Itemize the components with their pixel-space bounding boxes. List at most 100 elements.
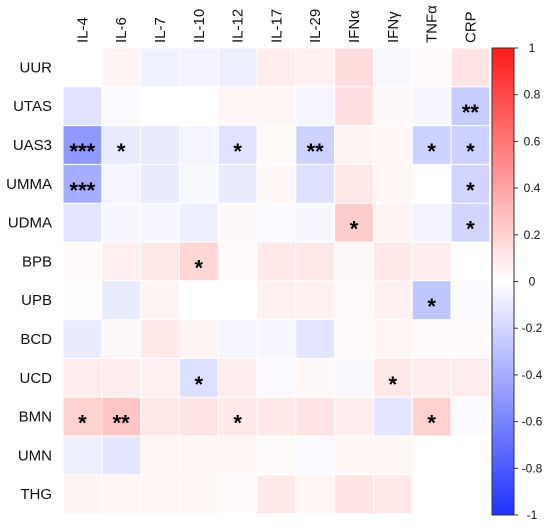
row-label: UDMA xyxy=(8,215,52,232)
significance-star: * xyxy=(195,372,204,397)
heatmap-cell-bmn-3 xyxy=(179,397,219,437)
heatmap-cell-uas3-5 xyxy=(257,125,297,165)
heatmap-cell-utas-7 xyxy=(334,86,374,126)
heatmap-cell-umma-6 xyxy=(295,164,335,204)
heatmap-cell-bcd-10 xyxy=(451,319,491,359)
heatmap-cell-utas-4 xyxy=(218,86,258,126)
heatmap-cell-uur-3 xyxy=(179,48,219,88)
heatmap-cell-utas-5 xyxy=(257,86,297,126)
heatmap-cell-thg-3 xyxy=(179,474,219,514)
heatmap-cell-uas3-10 xyxy=(451,125,491,165)
heatmap-cell-bcd-4 xyxy=(218,319,258,359)
row-labels: UUR UTAS UAS3 UMMA UDMA BPB UPB BCD UCD BMN UMN THG xyxy=(6,59,52,503)
heatmap-cell-upb-2 xyxy=(140,280,180,320)
significance-star: * xyxy=(466,178,475,203)
heatmap-cell-bpb-6 xyxy=(295,242,335,282)
row-label: UUR xyxy=(20,59,53,76)
heatmap-cell-upb-8 xyxy=(373,280,413,320)
heatmap-cell-utas-10 xyxy=(451,86,491,126)
heatmap-cell-umma-8 xyxy=(373,164,413,204)
heatmap-cell-bcd-3 xyxy=(179,319,219,359)
heatmap-cell-thg-1 xyxy=(101,474,141,514)
heatmap-cell-uur-4 xyxy=(218,48,258,88)
heatmap-cell-uur-2 xyxy=(140,48,180,88)
significance-star: *** xyxy=(70,178,96,203)
row-label: UMMA xyxy=(6,176,52,193)
heatmap-cell-umma-5 xyxy=(257,164,297,204)
significance-star: * xyxy=(427,411,436,436)
column-label: IL-10 xyxy=(191,9,208,43)
column-label: IFNα xyxy=(346,10,363,43)
colorbar-tick-label: 0.2 xyxy=(524,228,541,242)
heatmap-cell-bpb-5 xyxy=(257,242,297,282)
heatmap-cell-umma-0 xyxy=(63,164,103,204)
heatmap-cell-ucd-2 xyxy=(140,358,180,398)
heatmap-cell-bpb-10 xyxy=(451,242,491,282)
heatmap-cell-udma-5 xyxy=(257,203,297,243)
heatmap-cell-udma-10 xyxy=(451,203,491,243)
heatmap-cell-bmn-2 xyxy=(140,397,180,437)
colorbar-tick-label: 1 xyxy=(529,41,536,55)
heatmap-cell-udma-1 xyxy=(101,203,141,243)
colorbar-tick-label: 0.4 xyxy=(524,181,541,195)
heatmap-cell-uur-8 xyxy=(373,48,413,88)
heatmap-cell-bcd-2 xyxy=(140,319,180,359)
heatmap-grid xyxy=(62,47,491,515)
column-label: CRP xyxy=(462,11,479,43)
heatmap-cell-uur-5 xyxy=(257,48,297,88)
heatmap-cells xyxy=(63,48,491,514)
heatmap-cell-thg-2 xyxy=(140,474,180,514)
heatmap-cell-bcd-6 xyxy=(295,319,335,359)
column-label: IL-4 xyxy=(74,17,91,43)
column-labels: IL-4 IL-6 IL-7 IL-10 IL-12 IL-17 IL-29 IFNα IFNγ… xyxy=(74,5,479,43)
column-label: IFNγ xyxy=(385,11,402,43)
significance-star: * xyxy=(427,139,436,164)
heatmap-cell-bpb-9 xyxy=(412,242,452,282)
heatmap-cell-uas3-9 xyxy=(412,125,452,165)
heatmap-cell-uas3-3 xyxy=(179,125,219,165)
colorbar-tick-label: -1 xyxy=(527,508,538,522)
heatmap-cell-bmn-10 xyxy=(451,397,491,437)
column-label: IL-7 xyxy=(152,17,169,43)
heatmap-cell-ucd-10 xyxy=(451,358,491,398)
heatmap-cell-uas3-0 xyxy=(63,125,103,165)
heatmap-cell-umma-7 xyxy=(334,164,374,204)
heatmap-cell-bcd-1 xyxy=(101,319,141,359)
significance-star: * xyxy=(117,139,126,164)
colorbar-gradient xyxy=(491,47,515,516)
heatmap-cell-ucd-9 xyxy=(412,358,452,398)
heatmap-cell-utas-9 xyxy=(412,86,452,126)
heatmap-cell-umma-4 xyxy=(218,164,258,204)
heatmap-cell-utas-0 xyxy=(63,86,103,126)
colorbar-tick-label: -0.6 xyxy=(522,415,543,429)
colorbar-tick-label: 0.8 xyxy=(524,88,541,102)
heatmap-cell-thg-6 xyxy=(295,474,335,514)
row-label: BMN xyxy=(19,409,52,426)
heatmap-cell-bmn-1 xyxy=(101,397,141,437)
heatmap-cell-udma-2 xyxy=(140,203,180,243)
colorbar-tick-label: 0.6 xyxy=(524,134,541,148)
heatmap-cell-bpb-8 xyxy=(373,242,413,282)
heatmap-cell-ucd-0 xyxy=(63,358,103,398)
heatmap-cell-upb-10 xyxy=(451,280,491,320)
heatmap-cell-umn-0 xyxy=(63,436,103,476)
heatmap-cell-thg-7 xyxy=(334,474,374,514)
column-label: IL-29 xyxy=(307,9,324,43)
significance-star: * xyxy=(233,139,242,164)
heatmap-cell-ucd-1 xyxy=(101,358,141,398)
heatmap-cell-bpb-7 xyxy=(334,242,374,282)
heatmap-cell-umn-5 xyxy=(257,436,297,476)
colorbar: 1 0.8 0.6 0.4 0.2 0 -0.2 -0.4 -0.6 -0.8 -1 xyxy=(491,41,543,522)
heatmap-cell-ucd-7 xyxy=(334,358,374,398)
heatmap-cell-umn-6 xyxy=(295,436,335,476)
heatmap-cell-bmn-8 xyxy=(373,397,413,437)
heatmap-cell-ucd-3 xyxy=(179,358,219,398)
colorbar-tick-label: -0.2 xyxy=(522,321,543,335)
heatmap-cell-bpb-2 xyxy=(140,242,180,282)
heatmap-cell-uur-0 xyxy=(63,48,103,88)
heatmap-cell-utas-3 xyxy=(179,86,219,126)
heatmap-cell-bcd-5 xyxy=(257,319,297,359)
row-label: BPB xyxy=(22,253,52,270)
heatmap-cell-uur-1 xyxy=(101,48,141,88)
